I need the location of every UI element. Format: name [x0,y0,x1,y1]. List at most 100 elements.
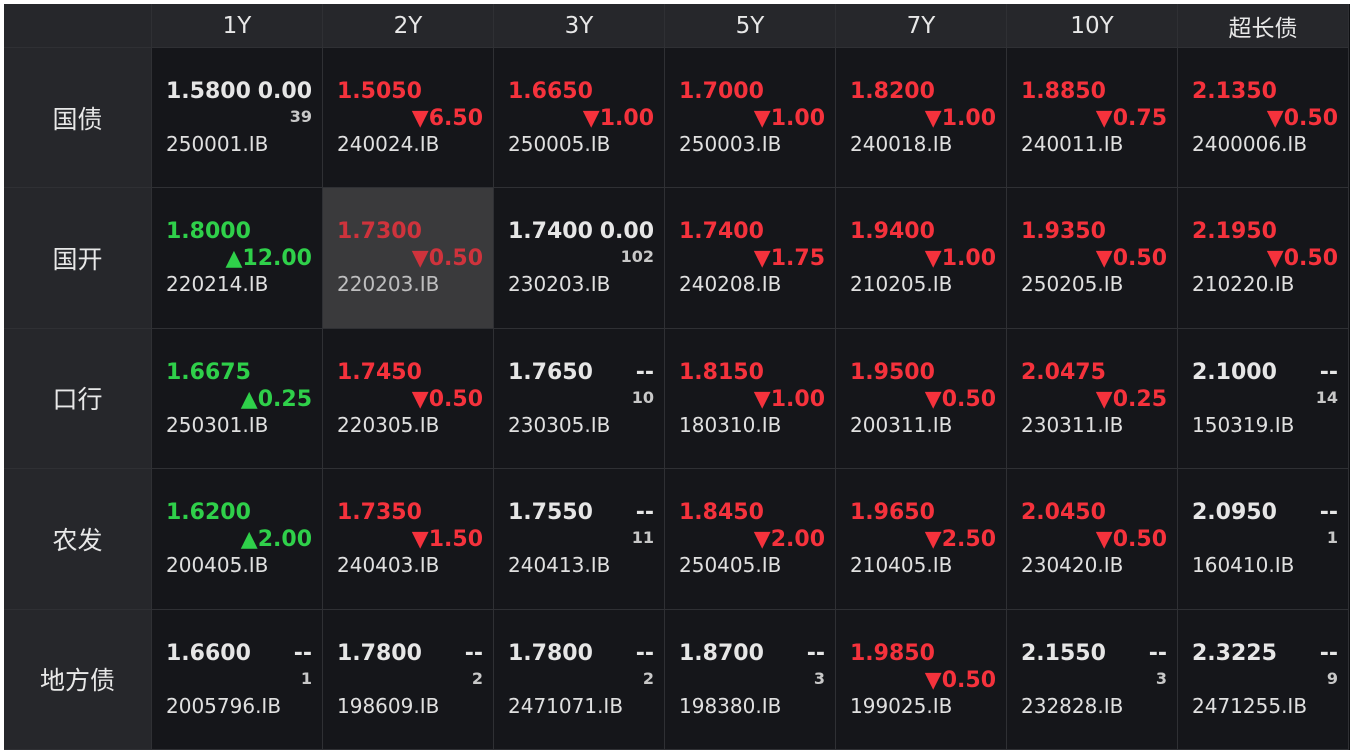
quote-cell[interactable]: 1.8450 ▼2.00 250405.IB [665,469,836,610]
quote-cell[interactable]: 1.7400 ▼1.75 240208.IB [665,188,836,329]
quote-cell[interactable]: 2.1350 ▼0.50 2400006.IB [1178,48,1349,189]
yield-rate: 1.7300 [337,219,422,245]
bond-code: 230311.IB [1021,412,1124,437]
quote-cell[interactable]: 1.9500 ▼0.50 200311.IB [836,328,1007,470]
column-header[interactable]: 10Y [1007,4,1178,48]
bond-code: 210220.IB [1192,272,1295,297]
column-header[interactable]: 超长债 [1178,4,1349,48]
bond-code: 220203.IB [337,272,440,297]
quote-cell[interactable]: 1.8850 ▼0.75 240011.IB [1007,48,1178,189]
quote-cell[interactable]: 1.6675 ▲0.25 250301.IB [152,328,323,470]
yield-change: ▼2.00 [753,527,825,553]
bond-code: 180310.IB [679,412,782,437]
quote-cell[interactable]: 2.3225 -- 9 2471255.IB [1178,609,1349,750]
quote-cell[interactable]: 1.7400 0.00 102 230203.IB [494,188,665,329]
bond-code: 2005796.IB [166,693,282,718]
yield-change: ▼1.00 [753,386,825,412]
bond-code: 232828.IB [1021,693,1124,718]
yield-change: -- [806,640,825,666]
trade-count: 39 [289,107,312,126]
yield-change: -- [464,640,483,666]
quote-cell[interactable]: 1.7800 -- 2 198609.IB [323,609,494,750]
column-header[interactable]: 1Y [152,4,323,48]
quote-cell[interactable]: 2.0450 ▼0.50 230420.IB [1007,469,1178,610]
yield-change: ▼1.00 [753,106,825,131]
trade-count: 2 [642,668,654,688]
yield-rate: 1.6650 [508,79,593,104]
quote-cell[interactable]: 1.9350 ▼0.50 250205.IB [1007,188,1178,329]
quote-board: 1Y 2Y 3Y 5Y 7Y 10Y 超长债 国债 1.5800 0.00 39 250001.IB 1… [4,4,1350,750]
quote-cell[interactable]: 1.7000 ▼1.00 250003.IB [665,48,836,189]
trade-count: 1 [300,668,312,688]
trade-count: 2 [471,668,483,688]
yield-change: ▼1.75 [753,246,825,272]
yield-rate: 1.8200 [850,79,935,104]
quote-cell[interactable]: 1.9400 ▼1.00 210205.IB [836,188,1007,329]
quote-cell[interactable]: 1.8150 ▼1.00 180310.IB [665,328,836,470]
quote-cell[interactable]: 1.9650 ▼2.50 210405.IB [836,469,1007,610]
quote-cell[interactable]: 2.1950 ▼0.50 210220.IB [1178,188,1349,329]
column-header[interactable]: 3Y [494,4,665,48]
bond-code: 250001.IB [166,132,269,156]
row-header[interactable]: 农发 [4,469,152,610]
quote-cell[interactable]: 1.5050 ▼6.50 240024.IB [323,48,494,189]
yield-change: ▲2.00 [240,527,312,553]
yield-change: ▼0.25 [1095,386,1167,412]
row-header[interactable]: 国开 [4,188,152,329]
quote-cell[interactable]: 1.6200 ▲2.00 200405.IB [152,469,323,610]
yield-change: ▼1.00 [582,106,654,131]
quote-cell[interactable]: 1.7650 -- 10 230305.IB [494,328,665,470]
yield-rate: 1.9350 [1021,219,1106,245]
quote-cell[interactable]: 1.9850 ▼0.50 199025.IB [836,609,1007,750]
column-header[interactable]: 7Y [836,4,1007,48]
quote-cell[interactable]: 1.6600 -- 1 2005796.IB [152,609,323,750]
quote-cell[interactable]: 2.0475 ▼0.25 230311.IB [1007,328,1178,470]
yield-rate: 2.1000 [1192,359,1277,385]
bond-code: 240413.IB [508,553,611,578]
bond-code: 199025.IB [850,693,953,718]
yield-change: ▼0.50 [1266,106,1338,131]
bond-code: 250005.IB [508,132,611,156]
row-header[interactable]: 口行 [4,328,152,470]
yield-rate: 1.9650 [850,500,935,526]
quote-cell[interactable]: 1.7300 ▼0.50 220203.IB [323,188,494,329]
column-header[interactable]: 5Y [665,4,836,48]
yield-rate: 2.0950 [1192,500,1277,526]
yield-rate: 1.5800 [166,79,251,104]
row-header[interactable]: 国债 [4,48,152,189]
quote-cell[interactable]: 1.7550 -- 11 240413.IB [494,469,665,610]
quote-cell[interactable]: 2.1000 -- 14 150319.IB [1178,328,1349,470]
quote-cell[interactable]: 2.0950 -- 1 160410.IB [1178,469,1349,610]
column-header[interactable]: 2Y [323,4,494,48]
quote-cell[interactable]: 1.7450 ▼0.50 220305.IB [323,328,494,470]
quote-cell[interactable]: 1.5800 0.00 39 250001.IB [152,48,323,189]
yield-change: ▼0.50 [411,246,483,272]
yield-change: ▼0.50 [411,386,483,412]
trade-count: 10 [631,387,654,407]
quote-cell[interactable]: 2.1550 -- 3 232828.IB [1007,609,1178,750]
quote-cell[interactable]: 1.6650 ▼1.00 250005.IB [494,48,665,189]
yield-change: ▼6.50 [411,106,483,131]
yield-change: ▼0.50 [924,386,996,412]
quote-cell[interactable]: 1.8000 ▲12.00 220214.IB [152,188,323,329]
trade-count: 11 [631,528,654,548]
bond-code: 198609.IB [337,693,440,718]
yield-change: ▼1.00 [924,106,996,131]
bond-code: 230305.IB [508,412,611,437]
yield-rate: 1.7800 [337,640,422,666]
quote-cell[interactable]: 1.8200 ▼1.00 240018.IB [836,48,1007,189]
yield-change: 0.00 [257,79,312,104]
bond-code: 230203.IB [508,272,611,297]
yield-rate: 1.7400 [679,219,764,245]
quote-cell[interactable]: 1.7350 ▼1.50 240403.IB [323,469,494,610]
quote-cell[interactable]: 1.8700 -- 3 198380.IB [665,609,836,750]
yield-rate: 2.1950 [1192,219,1277,245]
yield-rate: 1.9850 [850,640,935,666]
quote-cell[interactable]: 1.7800 -- 2 2471071.IB [494,609,665,750]
bond-code: 200405.IB [166,553,269,578]
yield-change: -- [635,359,654,385]
row-header[interactable]: 地方债 [4,609,152,750]
trade-count: 14 [1315,387,1338,407]
trade-count: 1 [1326,528,1338,548]
bond-code: 220214.IB [166,272,269,297]
